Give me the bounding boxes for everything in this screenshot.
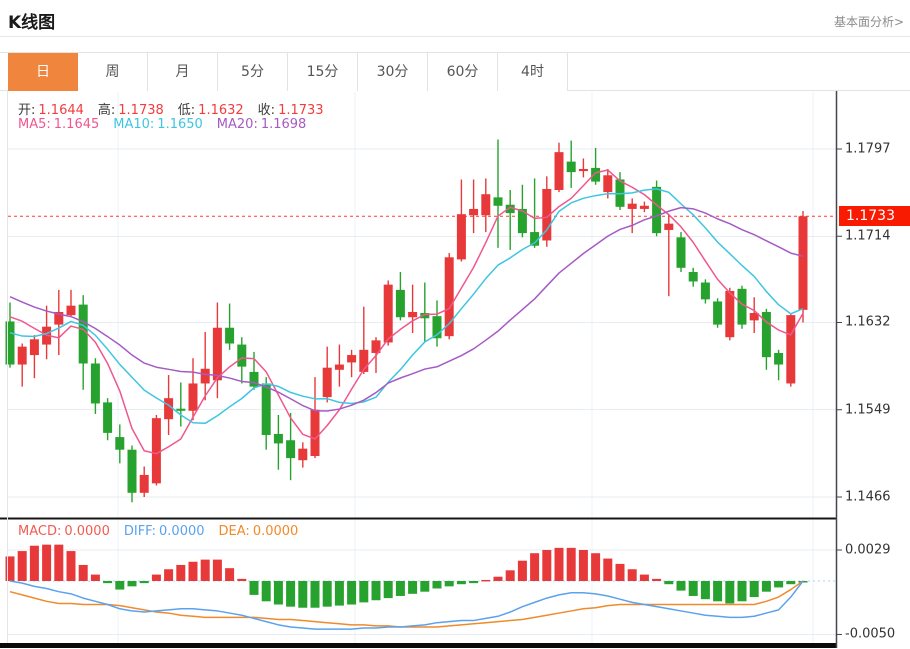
- tab-15分[interactable]: 15分: [288, 53, 358, 91]
- axis-label: -0.0050: [845, 626, 896, 642]
- legend-item: MACD: 0.0000: [18, 524, 110, 539]
- macd-legend: MACD: 0.0000 DIFF: 0.0000 DEA: 0.0000: [18, 524, 312, 539]
- legend-item: MA5: 1.1645: [18, 117, 100, 132]
- header-divider: [0, 36, 910, 37]
- tab-周[interactable]: 周: [78, 53, 148, 91]
- axis-label: 1.1632: [845, 314, 891, 330]
- axis-label: 1.1549: [845, 402, 891, 418]
- tab-4时[interactable]: 4时: [498, 53, 568, 91]
- ohlc-legend: 开: 1.1644 高: 1.1738 低: 1.1632 收: 1.1733: [18, 99, 338, 118]
- axis-label: 1.1714: [845, 228, 891, 244]
- legend-item: 开: 1.1644: [18, 103, 84, 118]
- legend-item: DEA: 0.0000: [218, 524, 299, 539]
- fundamental-analysis-link[interactable]: 基本面分析>: [833, 15, 904, 29]
- page-title: K线图: [8, 13, 56, 33]
- axis-label: 1.1797: [845, 141, 891, 157]
- legend-item: MA10: 1.1650: [113, 117, 203, 132]
- period-tab-bar: 日周月 5分 15分 30分 60分 4时: [0, 52, 910, 91]
- period-tabs: 日周月 5分 15分 30分 60分 4时: [8, 53, 568, 91]
- tab-月[interactable]: 月: [148, 53, 218, 91]
- macd-chart-area[interactable]: [8, 520, 836, 643]
- legend-item: 高: 1.1738: [97, 103, 164, 118]
- tab-60分[interactable]: 60分: [428, 53, 498, 91]
- axis-label: 1.1466: [845, 489, 891, 505]
- current-price-badge: 1.1733: [839, 206, 910, 227]
- legend-item: DIFF: 0.0000: [123, 524, 205, 539]
- legend-item: MA20: 1.1698: [216, 117, 307, 132]
- legend-item: 收: 1.1733: [257, 103, 324, 118]
- axis-label: 0.0029: [845, 542, 891, 558]
- main-chart-area[interactable]: [8, 91, 836, 518]
- legend-item: 低: 1.1632: [177, 103, 244, 118]
- tab-30分[interactable]: 30分: [358, 53, 428, 91]
- tab-5分[interactable]: 5分: [218, 53, 288, 91]
- ma-legend: MA5: 1.1645 MA10: 1.1650 MA20: 1.1698: [18, 117, 320, 132]
- tab-日[interactable]: 日: [8, 53, 78, 91]
